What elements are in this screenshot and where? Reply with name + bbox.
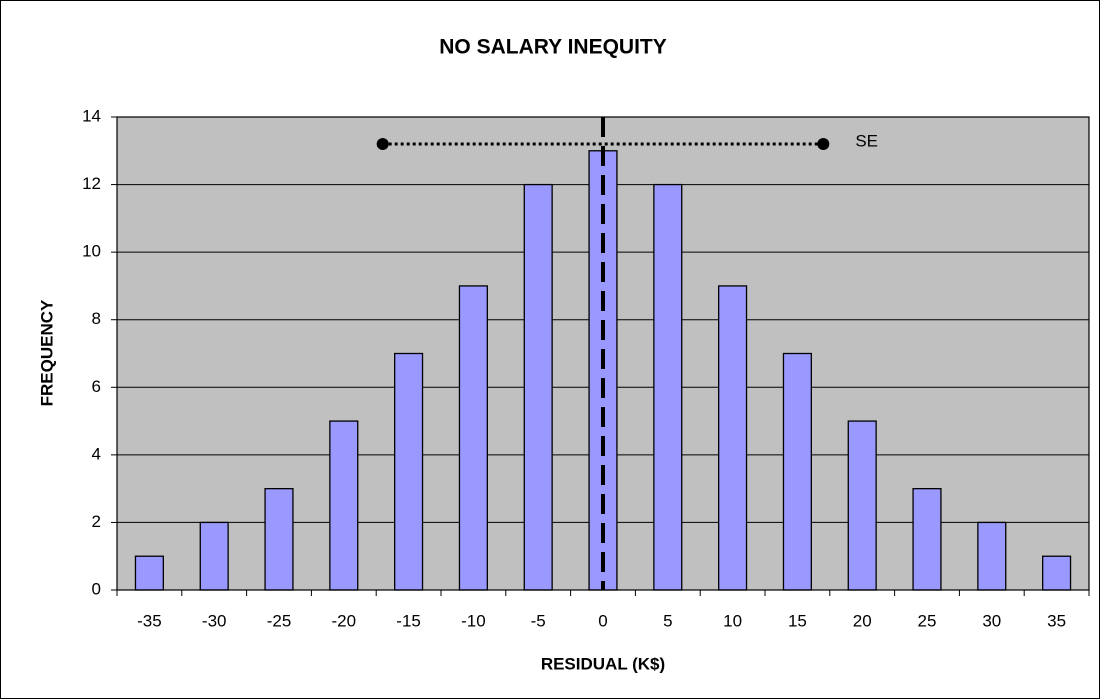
se-end bbox=[817, 138, 830, 151]
x-axis-title: RESIDUAL (K$) bbox=[541, 654, 665, 673]
se-end bbox=[376, 138, 389, 151]
x-tick-label: 10 bbox=[723, 611, 742, 630]
x-tick-label: -30 bbox=[202, 611, 227, 630]
bar bbox=[718, 285, 748, 591]
bar bbox=[977, 521, 1007, 591]
y-tick-label: 10 bbox=[82, 242, 101, 261]
se-label: SE bbox=[855, 132, 878, 151]
bar bbox=[199, 521, 229, 591]
x-tick-label: 35 bbox=[1047, 611, 1066, 630]
bar bbox=[912, 487, 942, 591]
x-tick-label: -5 bbox=[531, 611, 546, 630]
bar bbox=[523, 183, 553, 591]
x-tick-label: -10 bbox=[461, 611, 486, 630]
x-tick-label: 20 bbox=[853, 611, 872, 630]
bar bbox=[782, 352, 812, 591]
y-tick-label: 4 bbox=[92, 444, 101, 463]
bar bbox=[458, 285, 488, 591]
y-tick-label: 2 bbox=[92, 512, 101, 531]
y-tick-label: 0 bbox=[92, 579, 101, 598]
y-tick-label: 8 bbox=[92, 309, 101, 328]
x-tick-label: 25 bbox=[918, 611, 937, 630]
y-tick-label: 6 bbox=[92, 377, 101, 396]
x-tick-label: 15 bbox=[788, 611, 807, 630]
bar bbox=[394, 352, 424, 591]
bar bbox=[847, 420, 877, 591]
y-tick-label: 12 bbox=[82, 174, 101, 193]
y-tick-label: 14 bbox=[82, 106, 101, 125]
bar bbox=[264, 487, 294, 591]
bar bbox=[653, 183, 683, 591]
x-tick-label: -35 bbox=[137, 611, 162, 630]
x-tick-label: 30 bbox=[982, 611, 1001, 630]
x-tick-label: 5 bbox=[663, 611, 672, 630]
bar bbox=[1042, 555, 1072, 591]
bar bbox=[134, 555, 164, 591]
chart-title: NO SALARY INEQUITY bbox=[439, 36, 667, 59]
x-tick-label: -20 bbox=[332, 611, 357, 630]
x-tick-label: -25 bbox=[267, 611, 292, 630]
bar bbox=[329, 420, 359, 591]
x-tick-label: 0 bbox=[598, 611, 607, 630]
y-axis-title: FREQUENCY bbox=[37, 299, 56, 406]
x-tick-label: -15 bbox=[396, 611, 421, 630]
